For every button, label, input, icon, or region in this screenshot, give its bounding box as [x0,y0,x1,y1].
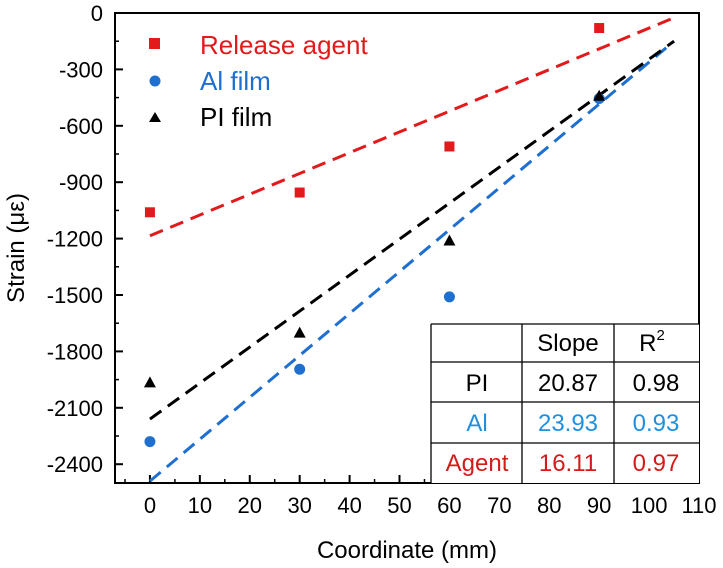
plot-frame [114,12,700,484]
x-tick-label: 100 [631,493,668,518]
table-cell-r2-agent: 0.97 [633,450,680,477]
data-points [143,23,606,448]
fit-line-agent [149,16,675,238]
table-cell-r2-pi: 0.98 [633,370,680,397]
table-row-label-pi: PI [466,370,489,397]
data-point-al [144,436,156,448]
data-point-al [443,291,455,303]
table-header-r2: R2 [639,327,665,357]
x-tick-label: 90 [587,493,611,518]
legend-marker-pi-film [149,112,161,122]
fit-stats-table: Slope R2 PI 20.87 0.98 Al 23.93 0.93 Age… [430,323,699,483]
data-point-pi [443,234,456,246]
fit-line-pi [149,39,675,421]
data-point-pi [593,89,606,101]
legend-label-al-film: Al film [200,66,271,96]
data-point-agent [444,141,455,152]
x-tick-label: 40 [337,493,361,518]
x-tick-label: 110 [681,493,716,518]
y-tick-label: -1200 [47,227,103,252]
table-header-r: R [639,330,656,357]
x-tick-label: 10 [188,493,212,518]
data-point-pi [293,326,306,338]
table-cell-slope-pi: 20.87 [538,370,598,397]
y-tick-label: -2400 [47,452,103,477]
x-tick-label: 20 [238,493,262,518]
y-tick-label: -300 [59,57,103,82]
y-axis-title: Strain (με) [3,193,30,303]
table-header-slope: Slope [537,330,598,357]
x-tick-label: 50 [387,493,411,518]
table-cell-slope-al: 23.93 [538,410,598,437]
x-tick-label: 70 [487,493,511,518]
x-axis-title: Coordinate (mm) [317,537,497,564]
data-point-al [294,363,306,375]
legend-marker-release-agent [149,38,160,49]
legend-marker-al-film [149,75,161,87]
x-tick-label: 60 [437,493,461,518]
legend: Release agent Al film PI film [149,30,368,132]
table-cell-r2-al: 0.93 [633,410,680,437]
y-tick-label: -1500 [47,283,103,308]
y-tick-label: -900 [59,170,103,195]
fit-lines [148,16,676,483]
table-background [431,324,699,483]
table-header-r-superscript: 2 [657,327,665,344]
legend-label-pi-film: PI film [200,102,272,132]
y-tick-label: -600 [59,114,103,139]
y-tick-label: -2100 [47,396,103,421]
x-tick-label: 30 [287,493,311,518]
y-tick-label: 0 [91,1,103,26]
table-row-label-agent: Agent [446,450,509,477]
x-tick-label: 80 [537,493,561,518]
fit-line-al [148,40,676,483]
table-cell-slope-agent: 16.11 [539,450,597,477]
y-tick-label: -1800 [47,339,103,364]
x-tick-label: 0 [144,493,156,518]
data-point-agent [294,187,305,198]
axes-layer: 0 10 20 30 40 50 60 70 80 90 100 110 0 -300 -600 -900 -1… [47,1,717,518]
data-point-pi [143,376,156,388]
data-point-agent [144,207,155,218]
table-row-label-al: Al [466,410,487,437]
data-point-agent [594,23,605,34]
legend-label-release-agent: Release agent [200,30,368,60]
